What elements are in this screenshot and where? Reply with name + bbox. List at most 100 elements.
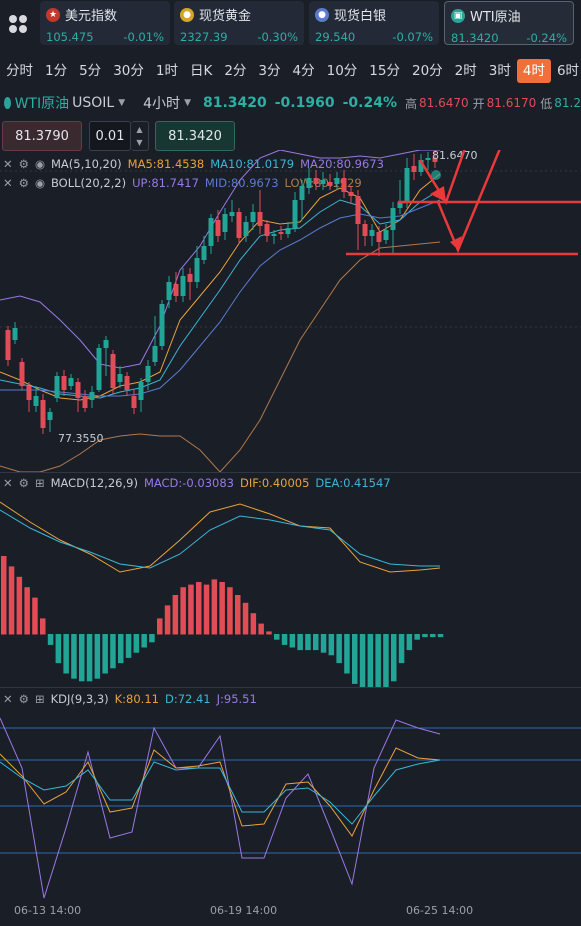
close-icon[interactable]: ✕ [3,692,13,706]
buy-button[interactable]: 81.3420 [155,121,235,151]
macd-histogram-bar [391,634,397,682]
macd-histogram-bar [414,634,420,640]
candle-body [12,328,18,340]
kdj-d-line [0,759,441,825]
quote-bar: ★ 美元指数 105.475 -0.01% ● 现货黄金 2327.39 -0.30% … [0,0,581,48]
candle-body [306,178,312,188]
candle-body [229,212,235,216]
close-icon[interactable]: ✕ [3,176,13,190]
arrow-head [430,186,446,202]
close-icon[interactable]: ✕ [3,476,13,490]
boll-upper-line [0,150,440,369]
candle-body [33,396,39,406]
eye-icon[interactable]: ◉ [34,157,45,171]
tab-timeframe[interactable]: 20分 [411,63,443,79]
close-icon[interactable]: ✕ [3,157,13,171]
chevron-up-icon[interactable]: ▲ [136,125,143,134]
tab-timeframe[interactable]: 1时 [155,63,178,79]
plus-box-icon[interactable]: ⊞ [34,692,45,706]
lot-input[interactable]: 0.01 [89,121,131,151]
candle-body [264,224,270,236]
eye-icon[interactable]: ◉ [34,176,45,190]
tab-timeframe[interactable]: 分时 [6,63,33,79]
tab-timeframe[interactable]: 15分 [369,63,400,79]
candle-body [159,304,165,346]
candle-body [145,366,151,382]
candle-body [285,228,291,234]
macd-chart[interactable] [0,492,581,687]
ma10-line [0,189,441,399]
macd-histogram-bar [430,634,436,638]
tab-timeframe[interactable]: 4时 [516,59,551,83]
candle-body [313,178,319,184]
lot-stepper[interactable]: ▲ ▼ [131,121,149,151]
ma5-line [0,173,441,401]
tab-timeframe[interactable]: 3时 [488,63,511,79]
candle-body [355,196,361,224]
macd-histogram-bar [328,634,335,656]
quote-card-wti[interactable]: ▣ WTI原油 81.3420 -0.24% [444,1,574,45]
candle-body [376,232,382,242]
macd-histogram-bar [375,634,381,687]
gear-icon[interactable]: ⚙ [18,476,29,490]
plus-box-icon[interactable]: ⊞ [34,476,45,490]
candle-body [236,212,242,238]
kdj-chart[interactable] [0,708,581,904]
tab-timeframe[interactable]: 10分 [326,63,358,79]
instrument-code: USOIL [72,95,115,111]
interval-select[interactable]: 4小时 [143,96,181,112]
instrument-icon [4,97,11,109]
chevron-down-icon[interactable]: ▼ [136,138,143,147]
tab-timeframe[interactable]: 日K [189,63,213,79]
candle-body [327,182,333,186]
flag-icon: ★ [46,7,60,22]
macd-histogram-bar [219,582,225,635]
tab-timeframe[interactable]: 30分 [113,63,144,79]
grid-menu-icon[interactable] [0,0,36,48]
instrument-name[interactable]: WTI原油 [14,96,70,112]
macd-histogram-bar [55,634,62,664]
macd-histogram-bar [344,634,350,674]
chevron-down-icon[interactable]: ▼ [184,98,191,108]
low-price-mark: 77.3550 [58,432,104,445]
candle-body [418,160,424,172]
gear-icon[interactable]: ⚙ [18,692,29,706]
macd-histogram-bar [274,634,280,640]
gear-icon[interactable]: ⚙ [18,176,29,190]
macd-histogram-bar [149,634,155,643]
candlestick-chart[interactable]: 81.6470 77.3550 [0,150,581,472]
candle-body [96,348,102,390]
macd-histogram-bar [266,631,272,635]
tab-timeframe[interactable]: 5分 [79,63,102,79]
macd-histogram-bar [32,597,38,635]
live-price-dot [431,170,441,180]
macd-histogram-bar [320,634,327,653]
macd-histogram-bar [102,634,108,674]
tab-timeframe[interactable]: 3分 [258,63,281,79]
tab-timeframe[interactable]: 4分 [292,63,315,79]
quote-card-usd-index[interactable]: ★ 美元指数 105.475 -0.01% [40,1,170,45]
quote-card-gold[interactable]: ● 现货黄金 2327.39 -0.30% [174,1,304,45]
price-change: -0.1960 [274,95,335,111]
macd-histogram-bar [118,634,124,664]
candle-body [425,158,431,160]
macd-histogram-bar [110,634,116,669]
tab-timeframe[interactable]: 2时 [454,63,477,79]
tab-timeframe[interactable]: 6时 [556,63,580,79]
tab-timeframe[interactable]: 1分 [45,63,68,79]
quote-card-silver[interactable]: ● 现货白银 29.540 -0.07% [309,1,439,45]
date-label: 06-13 14:00 [14,904,82,917]
chevron-down-icon[interactable]: ▼ [118,98,126,108]
candle-body [117,374,123,382]
sell-button[interactable]: 81.3790 [2,121,82,151]
macd-histogram-bar [281,634,288,645]
macd-histogram-bar [172,595,179,635]
macd-histogram-bar [71,634,77,679]
tab-timeframe[interactable]: 2分 [224,63,247,79]
gear-icon[interactable]: ⚙ [18,157,29,171]
macd-histogram-bar [141,634,147,648]
current-price: 81.3420 [202,95,267,111]
low-label: 低 [540,96,553,111]
silver-coin-icon: ● [315,7,329,22]
date-axis: 06-13 14:00 06-19 14:00 06-25 14:00 [0,904,581,922]
